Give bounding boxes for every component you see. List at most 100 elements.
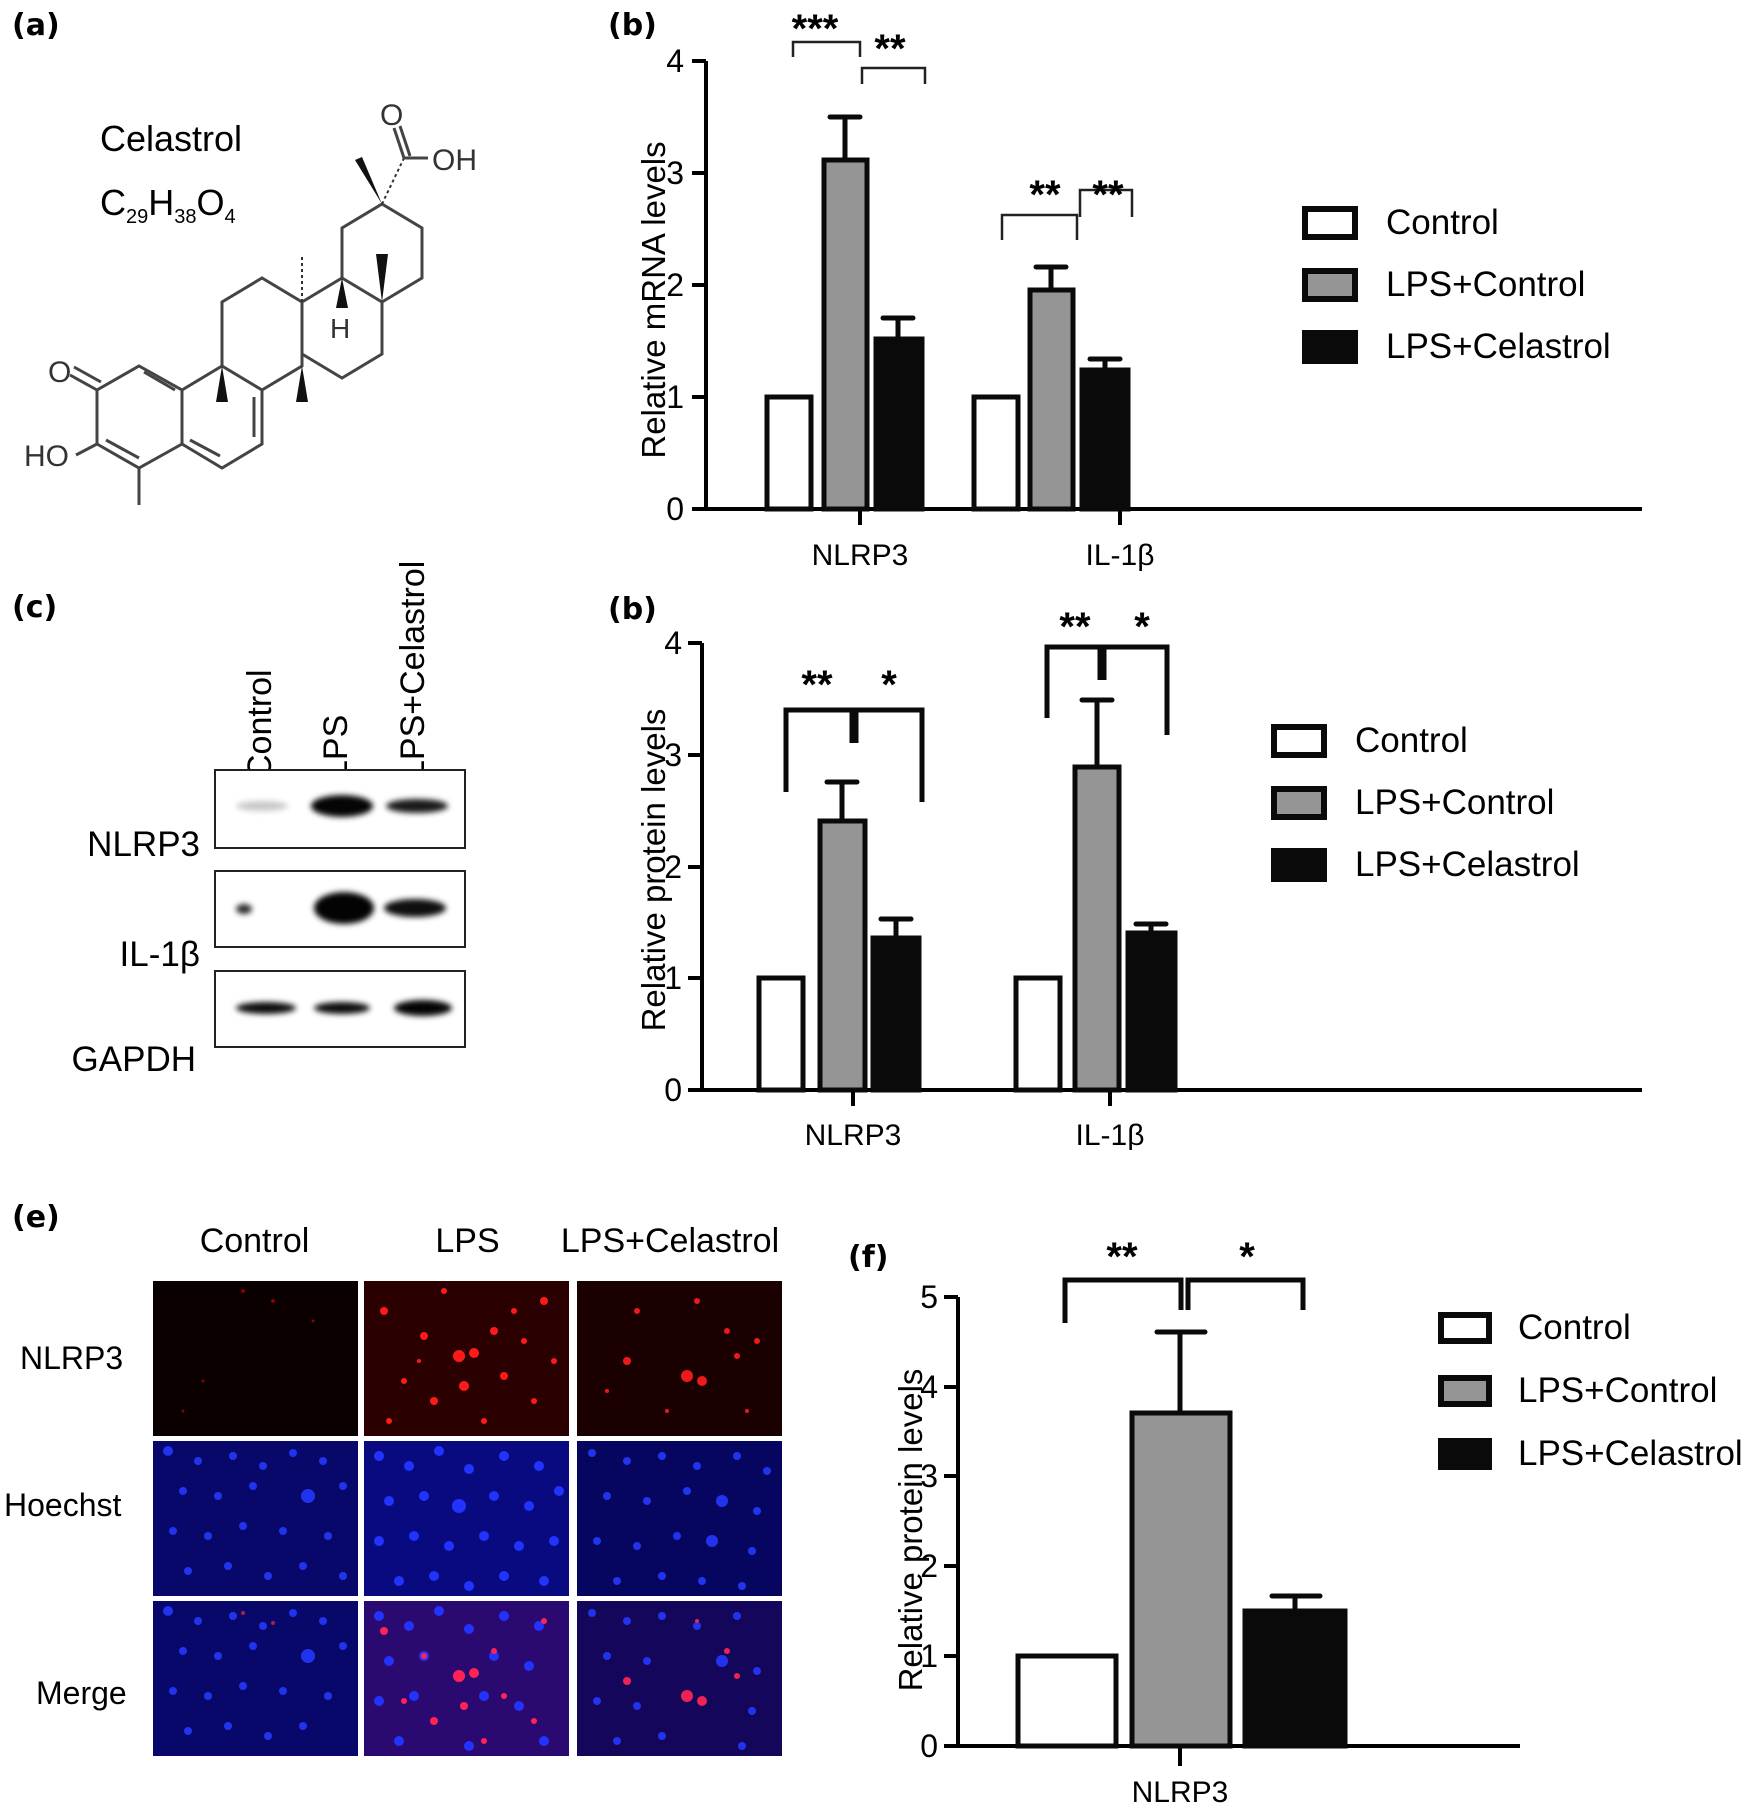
legend-nlrp3-if: Control LPS+Control LPS+Celastrol [1438, 1296, 1743, 1485]
bar-control-il1b [971, 394, 1021, 512]
image-nlrp3-lps-celastrol [577, 1281, 782, 1436]
panel-label-c: (c) [12, 590, 58, 625]
atom-oh-top: OH [432, 144, 477, 177]
bar-lpscelastrol-nlrp3 [870, 935, 922, 1093]
y-tick: 0 [664, 1072, 682, 1108]
y-tick: 3 [664, 737, 682, 773]
y-axis-label: Relative protein levels [635, 709, 672, 1032]
legend-swatch [1438, 1311, 1492, 1344]
legend-swatch [1271, 786, 1327, 820]
column-label-lps: LPS [435, 1222, 500, 1260]
y-tick: 1 [920, 1638, 938, 1674]
image-hoechst-lps [364, 1441, 569, 1596]
significance-mark: * [1239, 1235, 1255, 1279]
significance-mark: *** [792, 7, 839, 51]
bar-control-nlrp3 [764, 394, 814, 512]
chart-protein: Relative protein levels 0 1 2 3 4 NLRP3 … [635, 605, 1642, 1150]
y-tick: 2 [664, 849, 682, 885]
image-hoechst-lps-celastrol [577, 1441, 782, 1596]
significance-mark: ** [801, 663, 833, 707]
blot-il1b [214, 870, 466, 948]
y-tick: 3 [666, 155, 684, 191]
legend-swatch [1302, 330, 1358, 364]
y-tick: 3 [920, 1458, 938, 1494]
y-axis-label: Relative protein levels [892, 1369, 929, 1692]
y-tick: 4 [920, 1369, 938, 1405]
bar-lpscontrol-nlrp3 [821, 157, 870, 512]
x-category: IL-1β [1076, 1119, 1145, 1150]
compound-name: Celastrol [100, 118, 243, 159]
row-label-merge: Merge [36, 1675, 127, 1711]
legend-item-lps-control: LPS+Control [1438, 1359, 1743, 1422]
bar-lpscontrol-il1b [1072, 764, 1122, 1093]
y-tick: 1 [664, 960, 682, 996]
chart-mrna: Relative mRNA levels 0 1 2 3 4 NLRP3 IL-… [635, 7, 1642, 572]
atom-o-top: O [380, 99, 403, 132]
panel-label-d: (b) [608, 592, 657, 627]
panel-label-a: (a) [12, 8, 60, 43]
bar-lpscontrol-il1b [1027, 287, 1076, 512]
atom-o-left: O [48, 356, 71, 389]
legend-item-control: Control [1302, 192, 1611, 254]
bar-control-nlrp3 [1015, 1653, 1119, 1749]
legend-item-lps-celastrol: LPS+Celastrol [1271, 834, 1580, 896]
column-label-control: Control [199, 1222, 310, 1260]
blot-label-nlrp3: NLRP3 [87, 825, 200, 864]
legend-swatch [1302, 268, 1358, 302]
row-label-hoechst: Hoechst [4, 1487, 122, 1523]
significance-mark: ** [1092, 173, 1124, 217]
bar-lpscontrol-nlrp3 [1129, 1410, 1233, 1749]
y-tick: 4 [666, 43, 684, 79]
column-label-lps-celastrol: LPS+Celastrol [560, 1222, 780, 1260]
legend-swatch [1438, 1437, 1492, 1470]
atom-ho-left: HO [24, 440, 69, 473]
significance-mark: ** [1106, 1235, 1138, 1279]
blot-nlrp3 [214, 769, 466, 849]
atom-h-center: H [330, 313, 350, 344]
legend-item-lps-control: LPS+Control [1302, 254, 1611, 316]
legend-swatch [1271, 848, 1327, 882]
celastrol-structure: O OH H O HO [24, 99, 477, 505]
y-tick: 0 [666, 491, 684, 527]
bar-control-nlrp3 [756, 975, 806, 1093]
bar-lpscontrol-nlrp3 [817, 818, 868, 1093]
y-tick: 4 [664, 625, 682, 661]
bar-lpscelastrol-nlrp3 [873, 336, 925, 512]
legend-swatch [1438, 1374, 1492, 1407]
compound-formula: C29H38O4 [100, 182, 236, 229]
bar-lpscelastrol-nlrp3 [1242, 1608, 1348, 1749]
blot-label-gapdh: GAPDH [71, 1040, 196, 1079]
lane-label-lps-celastrol: LPS+Celastrol [394, 560, 432, 779]
image-merge-lps [364, 1601, 569, 1756]
legend-swatch [1271, 724, 1327, 758]
significance-mark: ** [1029, 173, 1061, 217]
legend-item-lps-control: LPS+Control [1271, 772, 1580, 834]
legend-item-control: Control [1438, 1296, 1743, 1359]
x-category: IL-1β [1086, 539, 1155, 572]
bar-lpscelastrol-il1b [1125, 930, 1178, 1093]
image-merge-lps-celastrol [577, 1601, 782, 1756]
significance-mark: ** [874, 27, 906, 71]
legend-swatch [1302, 206, 1358, 240]
image-hoechst-control [153, 1441, 358, 1596]
image-nlrp3-lps [364, 1281, 569, 1436]
chart-nlrp3-if: Relative protein levels 0 1 2 3 4 5 NLRP… [892, 1235, 1520, 1806]
lane-label-control: Control [241, 669, 279, 779]
y-tick: 2 [666, 267, 684, 303]
significance-mark: ** [1059, 605, 1091, 649]
panel-label-e: (e) [12, 1200, 60, 1235]
y-tick: 5 [920, 1279, 938, 1315]
x-category: NLRP3 [1132, 1776, 1229, 1806]
image-merge-control [153, 1601, 358, 1756]
blot-label-il1b: IL-1β [119, 935, 200, 974]
significance-mark: * [1134, 605, 1150, 649]
row-label-nlrp3: NLRP3 [20, 1340, 124, 1376]
x-category: NLRP3 [812, 539, 909, 572]
panel-label-b: (b) [608, 8, 657, 43]
legend-item-lps-celastrol: LPS+Celastrol [1438, 1422, 1743, 1485]
y-tick: 0 [920, 1728, 938, 1764]
x-category: NLRP3 [805, 1119, 902, 1150]
panel-label-f: (f) [848, 1240, 889, 1275]
image-nlrp3-control [153, 1281, 358, 1436]
y-axis-label: Relative mRNA levels [635, 141, 672, 458]
